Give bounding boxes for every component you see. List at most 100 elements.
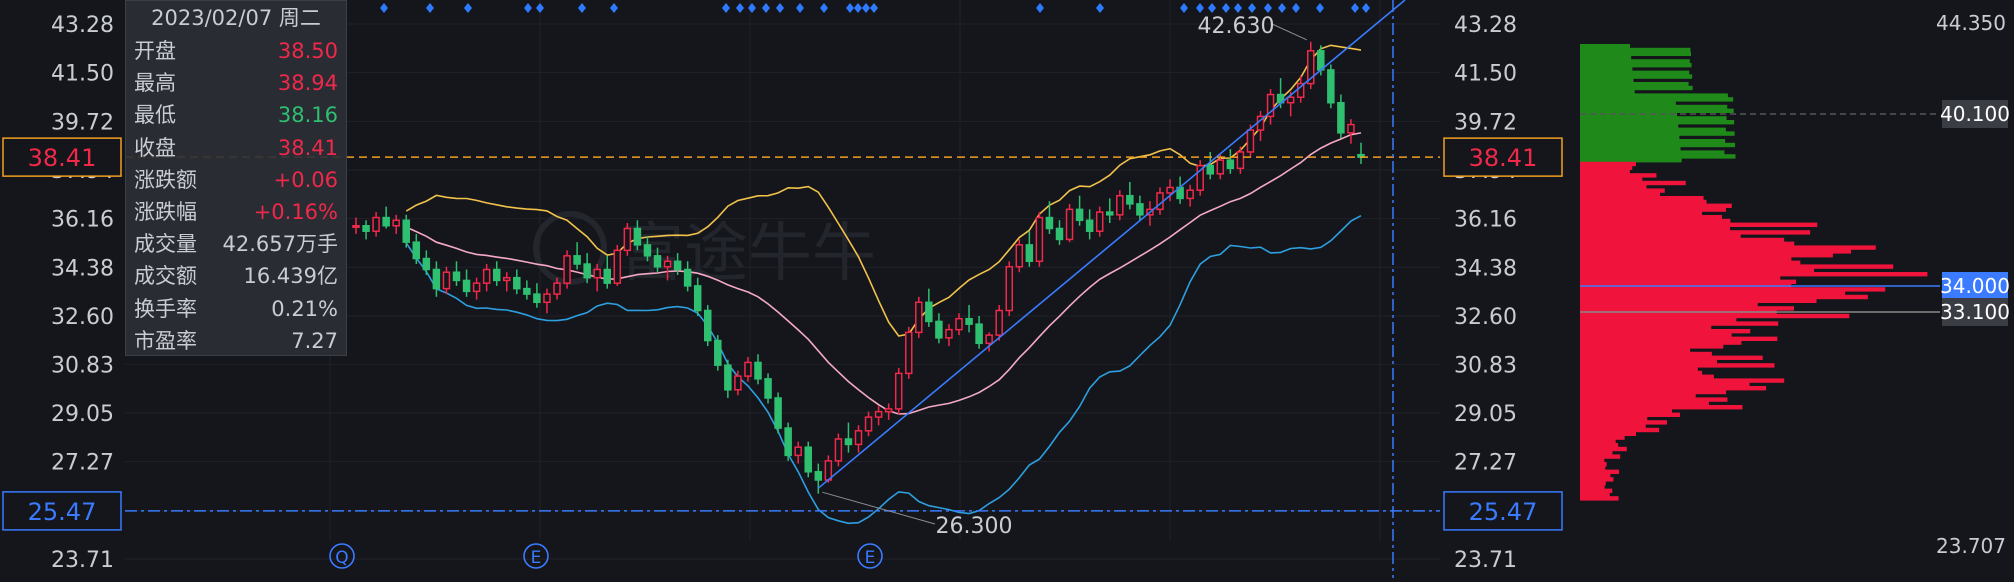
candle-body	[734, 375, 742, 391]
signal-diamond[interactable]	[1234, 3, 1242, 13]
volume-profile-bar	[1580, 496, 1619, 501]
signal-diamond[interactable]	[1351, 3, 1359, 13]
signal-diamond[interactable]	[762, 3, 770, 13]
signal-diamond[interactable]	[796, 3, 804, 13]
signal-diamond[interactable]	[1096, 3, 1104, 13]
candle-body	[714, 339, 722, 366]
candle-body	[452, 271, 461, 282]
volume-profile-bar	[1580, 416, 1648, 421]
cursor-price-tag-left: 25.47	[2, 491, 122, 531]
cursor-price-tag-right: 25.47	[1443, 491, 1563, 531]
tooltip-row: 涨跌幅 +0.16%	[134, 196, 338, 228]
signal-diamond[interactable]	[380, 3, 388, 13]
y-tick-right: 39.72	[1454, 110, 1517, 135]
signal-diamond[interactable]	[524, 3, 532, 13]
volume-profile-bar	[1580, 89, 1635, 94]
signal-diamond[interactable]	[464, 3, 472, 13]
volume-profile-bar	[1580, 469, 1620, 474]
signal-diamond[interactable]	[1208, 3, 1216, 13]
signal-diamond[interactable]	[820, 3, 828, 13]
volume-profile-bar	[1580, 184, 1647, 189]
candle-body	[422, 257, 431, 271]
signal-diamond[interactable]	[1264, 3, 1272, 13]
volume-profile-bar	[1580, 150, 1725, 155]
volume-profile-bar	[1580, 158, 1682, 163]
event-marker-e[interactable]: E	[857, 543, 883, 569]
candle-body	[774, 397, 782, 429]
signal-diamond[interactable]	[1248, 3, 1256, 13]
candle-body	[975, 323, 983, 345]
volume-profile-bar	[1580, 329, 1751, 334]
candle-body	[543, 293, 551, 304]
candle-body	[432, 268, 441, 290]
event-marker-q[interactable]: Q	[329, 543, 355, 569]
signal-diamond[interactable]	[1292, 3, 1300, 13]
candle-body	[442, 271, 451, 290]
volume-profile-bar	[1580, 443, 1619, 448]
volume-profile-bar	[1580, 481, 1606, 486]
signal-diamond[interactable]	[1278, 3, 1286, 13]
candle-body	[784, 427, 792, 457]
trend-line[interactable]	[817, 0, 1406, 489]
volume-profile-bar	[1580, 477, 1614, 482]
signal-diamond[interactable]	[748, 3, 756, 13]
signal-diamond[interactable]	[846, 3, 854, 13]
signal-diamond[interactable]	[870, 3, 878, 13]
signal-diamond[interactable]	[1222, 3, 1230, 13]
candle-body	[804, 446, 812, 473]
candle-body	[663, 260, 672, 268]
signal-diamond[interactable]	[722, 3, 730, 13]
volume-profile-bar	[1580, 424, 1646, 429]
signal-diamond[interactable]	[862, 3, 870, 13]
event-marker-e[interactable]: E	[523, 543, 549, 569]
y-tick-right: 41.50	[1454, 62, 1517, 87]
volume-profile-bar	[1580, 386, 1767, 391]
volume-profile-bar	[1580, 97, 1734, 102]
volume-profile-bar	[1580, 188, 1665, 193]
volume-profile-bar	[1580, 427, 1660, 433]
volume-profile-bar	[1580, 351, 1712, 357]
y-tick-left: 39.72	[51, 110, 114, 135]
candle-body	[563, 255, 571, 284]
candle-body	[683, 268, 692, 287]
volume-profile-bar	[1580, 82, 1689, 87]
y-tick-right: 30.83	[1454, 353, 1517, 378]
volume-profile-bar	[1580, 222, 1818, 227]
candle-body	[653, 255, 662, 268]
signal-diamond[interactable]	[736, 3, 744, 13]
candle-body	[1317, 50, 1325, 71]
y-tick-right: 32.60	[1454, 305, 1517, 330]
candle-body	[844, 438, 853, 446]
volume-profile-bar	[1580, 393, 1696, 398]
volume-profile-bar	[1580, 165, 1633, 170]
volume-profile-bar	[1580, 344, 1724, 349]
candle-body	[462, 279, 471, 293]
tooltip-label: 最低	[134, 103, 176, 128]
signal-diamond[interactable]	[776, 3, 784, 13]
signal-diamond[interactable]	[536, 3, 544, 13]
candle-body	[1126, 194, 1134, 205]
volume-profile-bar	[1580, 272, 1928, 277]
volume-profile-bar	[1580, 135, 1680, 140]
signal-diamond[interactable]	[610, 3, 618, 13]
signal-diamond[interactable]	[578, 3, 586, 13]
candle-body	[693, 285, 702, 312]
signal-diamond[interactable]	[1180, 3, 1188, 13]
signal-diamond[interactable]	[1036, 3, 1044, 13]
candle-body	[894, 372, 903, 410]
candle-body	[533, 293, 541, 304]
signal-diamond[interactable]	[1362, 3, 1370, 13]
volume-profile-bar	[1580, 435, 1625, 440]
candle-body	[503, 276, 511, 282]
svg-text:33.100: 33.100	[1940, 300, 2010, 324]
candle-body	[995, 309, 1003, 336]
signal-diamond[interactable]	[1316, 3, 1324, 13]
candle-body	[372, 216, 380, 232]
volume-profile-bar	[1580, 268, 1815, 273]
signal-diamond[interactable]	[1196, 3, 1204, 13]
tooltip-value: 38.41	[277, 135, 338, 160]
signal-diamond[interactable]	[426, 3, 434, 13]
y-tick-right: 43.28	[1454, 13, 1517, 38]
signal-diamond[interactable]	[854, 3, 862, 13]
tooltip-label: 涨跌额	[134, 167, 197, 192]
